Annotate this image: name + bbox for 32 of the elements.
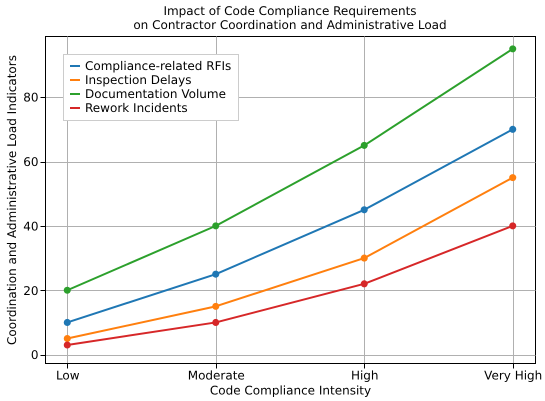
point xyxy=(509,45,516,52)
point xyxy=(360,142,368,149)
y-axis-title: Coordination and Administrative Load Indicators xyxy=(5,55,20,345)
chart-title: Impact of Code Compliance Requirements on Contractor Coordination and Administrative Load xyxy=(133,4,447,32)
legend-label: Inspection Delays xyxy=(85,73,192,87)
point xyxy=(509,174,516,182)
y-tick-label: 0 xyxy=(30,348,38,362)
legend-label: Rework Incidents xyxy=(85,101,188,115)
point xyxy=(212,222,220,230)
point xyxy=(64,335,71,342)
x-tick-label: Very High xyxy=(484,368,542,382)
y-tick-label: 20 xyxy=(23,284,38,298)
point xyxy=(360,280,368,288)
point xyxy=(360,206,368,214)
y-tick-label: 80 xyxy=(23,90,38,105)
x-tick-label: High xyxy=(350,368,379,382)
point xyxy=(64,318,71,326)
point xyxy=(64,286,71,294)
legend-label: Compliance-related RFIs xyxy=(85,59,232,73)
point xyxy=(212,270,220,278)
point xyxy=(360,254,368,262)
legend-label: Documentation Volume xyxy=(85,87,226,101)
x-tick-label: Low xyxy=(56,368,80,382)
point xyxy=(212,302,220,310)
point xyxy=(64,341,71,349)
x-axis-title: Code Compliance Intensity xyxy=(210,384,372,398)
y-tick-label: 60 xyxy=(23,155,38,170)
point xyxy=(212,318,220,326)
y-tick-label: 40 xyxy=(23,219,38,234)
point xyxy=(509,222,516,230)
x-tick-label: Moderate xyxy=(188,368,245,382)
point xyxy=(509,126,516,133)
